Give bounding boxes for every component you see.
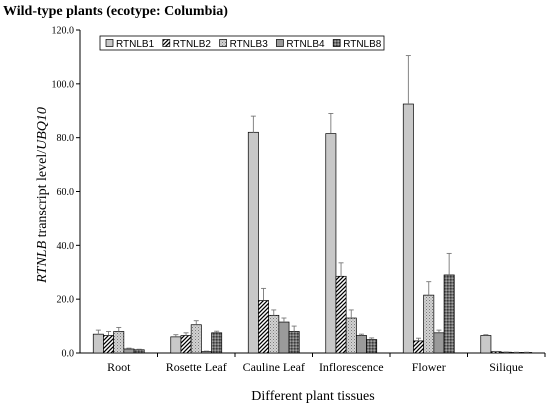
x-tick-label-rosette-leaf: Rosette Leaf [166, 360, 227, 374]
bar-rtnlb2-silique [490, 351, 502, 354]
bar-rtnlb8-rosette-leaf [211, 332, 223, 354]
bar-rtnlb8-cauline-leaf [288, 331, 300, 354]
x-tick-label-silique: Silique [489, 360, 523, 374]
legend-label-rtnlb1: RTNLB1 [116, 39, 155, 50]
bar-rtnlb4-root [123, 348, 135, 354]
y-tick-label: 80.0 [57, 133, 75, 144]
bar-rtnlb4-inflorescence [356, 335, 367, 354]
bar-rtnlb3-flower [423, 294, 435, 354]
bar-rtnlb8-flower [443, 274, 455, 354]
x-tick-label-inflorescence: Inflorescence [319, 360, 384, 374]
bar-rtnlb8-inflorescence [366, 339, 378, 354]
y-tick-label: 0.0 [62, 349, 75, 360]
legend-swatch-rtnlb2 [162, 39, 171, 47]
bar-rtnlb4-rosette-leaf [201, 351, 212, 354]
chart-title: Wild-type plants (ecotype: Columbia) [3, 4, 228, 19]
legend: RTNLB1 RTNLB2 RTNLB3 RTNLB4 RTNLB8 [99, 35, 385, 51]
legend-box [99, 35, 385, 51]
y-tick-label: 40.0 [57, 241, 75, 252]
x-axis-label: Different plant tissues [251, 389, 374, 404]
legend-swatch-rtnlb4 [276, 39, 284, 47]
x-tick-label-root: Root [107, 360, 131, 374]
legend-label-rtnlb2: RTNLB2 [173, 39, 212, 50]
bar-rtnlb2-root [103, 335, 114, 354]
y-axis-label: RTNLB transcript level/UBQ10 [35, 107, 50, 284]
bar-rtnlb3-cauline-leaf [268, 314, 280, 354]
bar-rtnlb1-inflorescence [325, 133, 337, 354]
x-tick-label-flower: Flower [412, 360, 446, 374]
bar-rtnlb2-rosette-leaf [180, 335, 192, 354]
y-tick-label: 20.0 [57, 295, 75, 306]
x-tick-label-cauline-leaf: Cauline Leaf [243, 360, 305, 374]
bar-rtnlb1-silique [480, 335, 492, 354]
bar-rtnlb4-flower [433, 332, 445, 354]
bar-rtnlb2-flower [413, 340, 425, 354]
legend-label-rtnlb4: RTNLB4 [286, 39, 325, 50]
legend-label-rtnlb8: RTNLB8 [343, 39, 382, 50]
y-tick-label: 120.0 [52, 26, 75, 37]
y-tick-label: 100.0 [52, 79, 75, 90]
bar-rtnlb2-cauline-leaf [258, 300, 270, 354]
bar-rtnlb1-root [92, 333, 104, 354]
bar-rtnlb4-cauline-leaf [278, 321, 290, 354]
bar-rtnlb2-inflorescence [335, 275, 347, 354]
y-axis-label-text: transcript level/ [35, 150, 50, 241]
bar-rtnlb1-rosette-leaf [170, 336, 182, 354]
y-axis-label-reference: UBQ10 [35, 107, 50, 150]
legend-swatch-rtnlb3 [219, 39, 227, 47]
bar-rtnlb1-cauline-leaf [247, 131, 259, 354]
bar-rtnlb1-flower [402, 103, 414, 354]
legend-swatch-rtnlb1 [105, 39, 114, 47]
bar-rtnlb3-root [113, 331, 125, 354]
bar-rtnlb3-inflorescence [345, 317, 357, 354]
bar-rtnlb8-root [133, 349, 145, 354]
plot-area: 0.0 20.0 40.0 60.0 80.0 100.0 120.0 Root Rosette… [52, 26, 546, 374]
legend-label-rtnlb3: RTNLB3 [230, 39, 269, 50]
y-tick-label: 60.0 [57, 187, 75, 198]
bar-rtnlb3-rosette-leaf [190, 324, 202, 354]
y-axis-label-gene: RTNLB [35, 240, 50, 283]
legend-swatch-rtnlb8 [332, 39, 341, 47]
